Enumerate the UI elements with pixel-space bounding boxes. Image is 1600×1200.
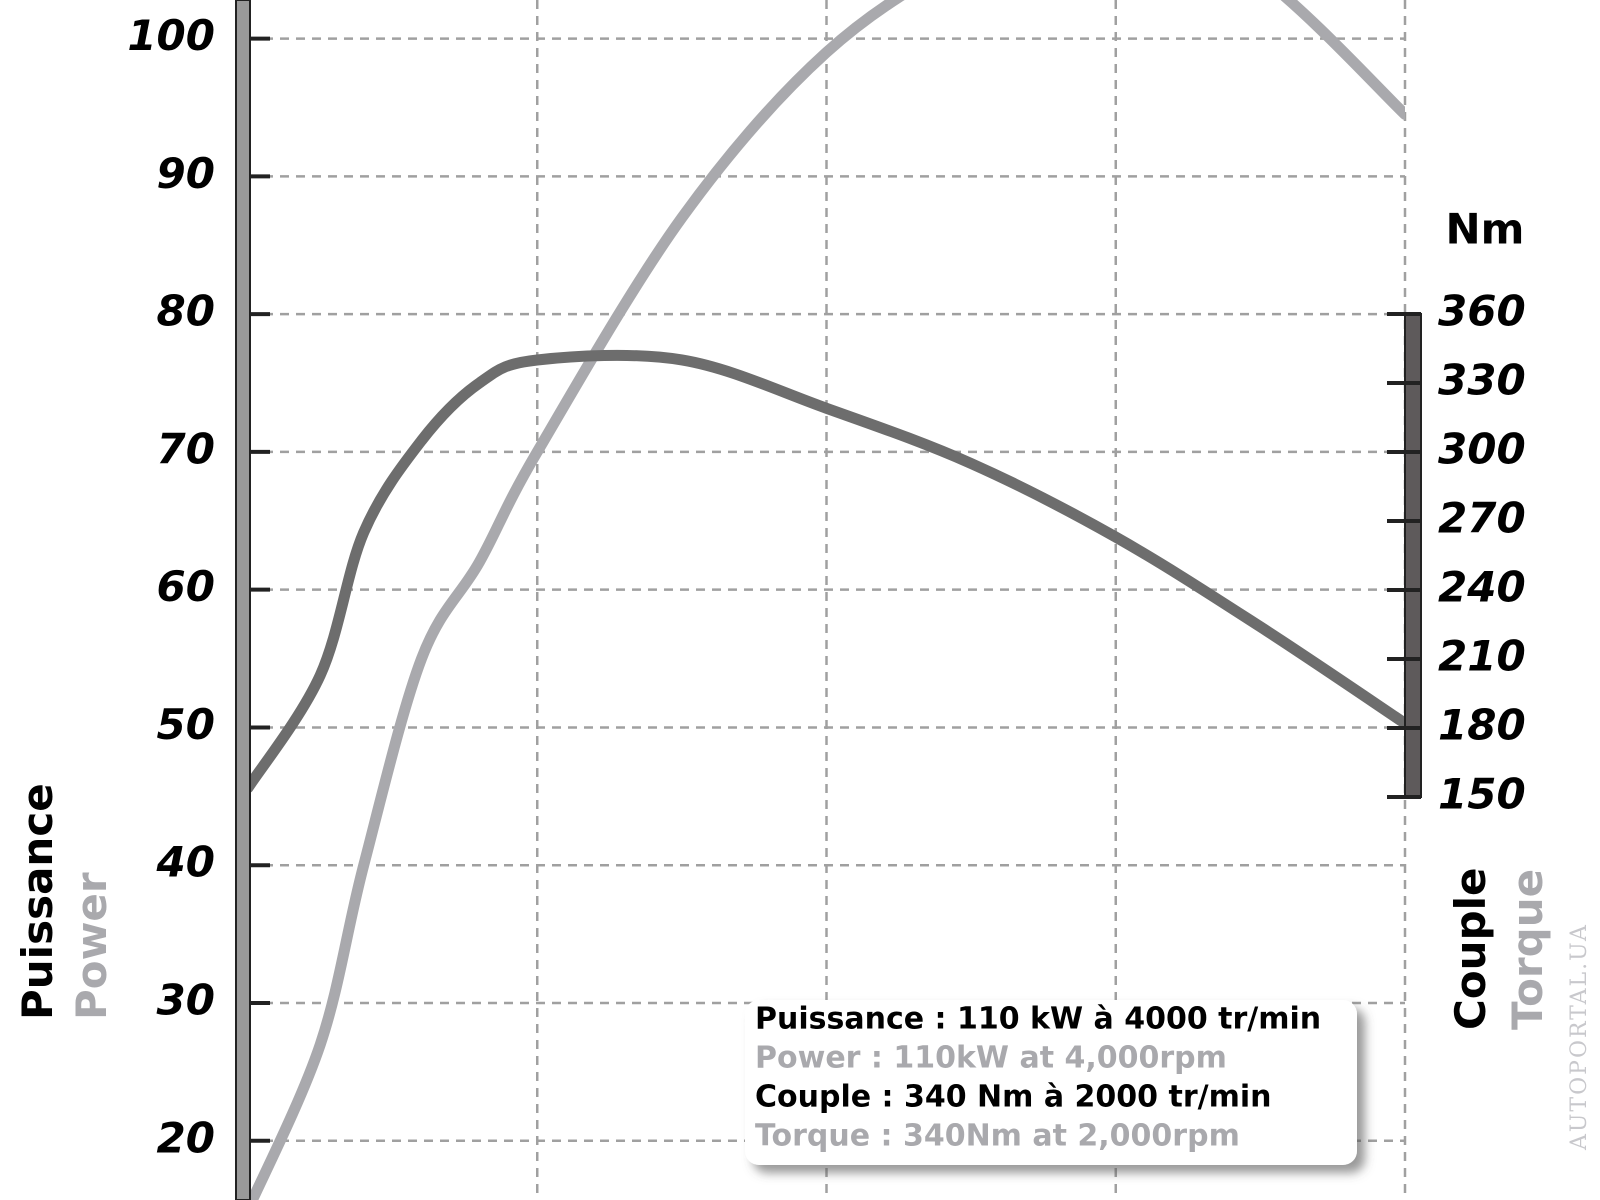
y-tick-label: 80 [157, 287, 215, 336]
y-tick-label: 50 [157, 700, 215, 749]
y2-tick-label: 180 [1438, 701, 1526, 750]
annotation-box [745, 1000, 1357, 1165]
y-axis-title: Puissance [13, 783, 62, 1020]
y2-tick-label: 330 [1438, 355, 1526, 404]
y-tick-label: 20 [157, 1113, 215, 1162]
y2-tick-label: 270 [1438, 493, 1526, 542]
y2-axis-title: Couple [1446, 867, 1495, 1030]
annotation: Puissance : 110 kW à 4000 tr/min [755, 1002, 1321, 1037]
y-tick-label: 90 [157, 149, 215, 198]
y-tick-label: 100 [127, 11, 215, 60]
annotation: Torque : 340Nm at 2,000rpm [755, 1119, 1240, 1154]
series-line [248, 349, 1405, 794]
y2-tick-label: 240 [1438, 562, 1526, 611]
y-tick-label: 60 [157, 562, 215, 611]
annotation: Couple : 340 Nm à 2000 tr/min [755, 1080, 1271, 1115]
y-tick-label: 40 [156, 838, 215, 887]
y2-unit: Nm [1446, 205, 1525, 254]
y-tick-label: 30 [157, 975, 215, 1024]
series-line [248, 0, 1405, 1200]
y2-axis-subtitle: Torque [1503, 869, 1552, 1030]
y2-axis [1404, 312, 1422, 799]
y2-tick-label: 300 [1438, 424, 1526, 473]
y-axis-subtitle: Power [67, 872, 116, 1020]
y2-tick-label: 360 [1438, 286, 1526, 335]
y2-tick-label: 210 [1438, 631, 1526, 680]
y-tick-label: 70 [157, 424, 215, 473]
y-axis [235, 0, 251, 1200]
y2-tick-label: 150 [1438, 770, 1526, 819]
annotation: Power : 110kW at 4,000rpm [755, 1041, 1227, 1076]
watermark: AUTOPORTAL.UA [1567, 923, 1592, 1151]
